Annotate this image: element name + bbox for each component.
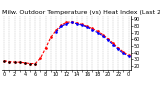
Text: Milw. Outdoor Temperature (vs) Heat Index (Last 24 Hours): Milw. Outdoor Temperature (vs) Heat Inde… bbox=[2, 10, 160, 15]
